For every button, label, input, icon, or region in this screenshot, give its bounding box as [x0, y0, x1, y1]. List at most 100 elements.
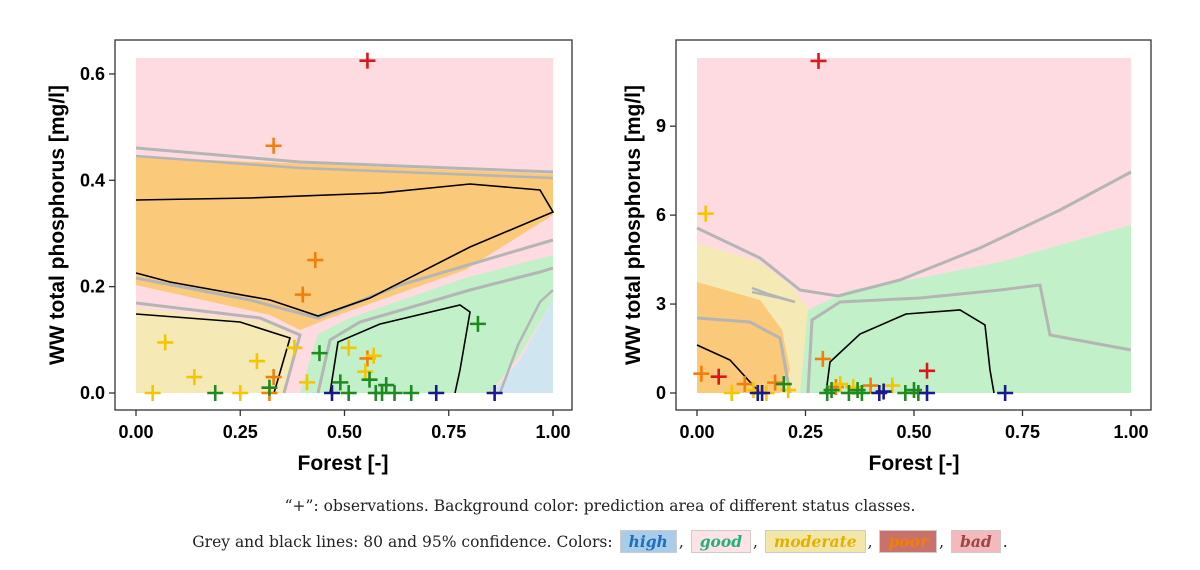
high-observation-mark [486, 385, 503, 401]
good-observation-mark [853, 385, 870, 401]
x-tick-label: 0.25 [788, 422, 823, 442]
moderate-observation-mark [365, 347, 382, 364]
legend-separator: , [678, 533, 684, 551]
poor-observation-mark [736, 376, 753, 393]
legend-separator: , [867, 533, 873, 551]
bad-observation-mark [359, 52, 376, 69]
poor-area [697, 282, 790, 393]
y-tick-label: 0 [656, 383, 666, 403]
axis-ticks: 0.00 0.25 0.50 0.75 1.00 0 3 6 9 [656, 116, 1149, 442]
x-tick-label: 0.00 [118, 422, 153, 442]
moderate-observation-mark [340, 339, 357, 356]
good-observation-mark [332, 374, 349, 391]
grey-80-line [316, 266, 554, 394]
y-tick-label: 0.6 [80, 64, 105, 84]
legend-separator: , [753, 533, 758, 551]
status-legend: high, good, moderate, poor, bad. [618, 530, 1008, 553]
good-observation-mark [386, 385, 403, 401]
high-observation-mark [323, 385, 340, 401]
good-observation-mark [469, 315, 486, 332]
bad-observation-mark [919, 362, 936, 379]
left-chart-panel: 0.00 0.25 0.50 0.75 1.00 0.0 0.2 0.4 0.6 Forest … [46, 39, 573, 475]
high-observation-mark [754, 385, 771, 401]
moderate-observation-mark [286, 339, 303, 356]
grey-80-line [135, 146, 554, 174]
grey-80-line [135, 238, 554, 320]
black-95-line [825, 309, 995, 394]
moderate-observation-mark [248, 353, 265, 370]
y-tick-label: 0.0 [80, 383, 105, 403]
grey-80-line [135, 154, 554, 180]
poor-observation-mark [814, 350, 831, 367]
figure-caption-line-2: Grey and black lines: 80 and 95% confide… [0, 530, 1200, 553]
poor-observation-mark [294, 286, 311, 303]
y-tick-label: 3 [656, 294, 666, 314]
x-tick-label: 1.00 [535, 422, 570, 442]
bad-observation-mark [710, 368, 727, 385]
confidence-lines [135, 146, 555, 394]
x-axis-title: Forest [-] [298, 452, 389, 475]
x-tick-label: 0.50 [896, 422, 931, 442]
good-observation-mark [775, 376, 792, 393]
y-tick-label: 9 [656, 116, 666, 136]
axis-ticks: 0.00 0.25 0.50 0.75 1.00 0.0 0.2 0.4 0.6 [80, 64, 571, 442]
observation-marks [144, 52, 503, 401]
figure: 0.00 0.25 0.50 0.75 1.00 0.0 0.2 0.4 0.6 Forest … [46, 39, 1152, 475]
good-observation-mark [207, 385, 224, 401]
poor-observation-mark [265, 137, 282, 154]
high-observation-mark [428, 385, 445, 401]
y-axis-title: WW total phosphorus [mg/l] [622, 85, 645, 365]
moderate-observation-mark [884, 377, 901, 394]
legend-chip-moderate: moderate [764, 530, 866, 553]
x-tick-label: 1.00 [1113, 422, 1148, 442]
poor-observation-mark [265, 369, 282, 386]
black-95-line [329, 304, 471, 394]
high-observation-mark [997, 385, 1014, 401]
grey-80-line [806, 283, 1132, 394]
good-area [800, 225, 1131, 393]
x-tick-label: 0.75 [1005, 422, 1040, 442]
y-tick-label: 6 [656, 205, 666, 225]
moderate-area [136, 308, 298, 393]
high-observation-mark [919, 385, 936, 401]
black-95-line [135, 183, 555, 317]
x-tick-label: 0.50 [327, 422, 362, 442]
observation-marks [693, 52, 1014, 401]
good-observation-mark [340, 385, 357, 401]
x-tick-label: 0.00 [679, 422, 714, 442]
grey-80-line [696, 316, 792, 394]
legend-separator: , [939, 533, 945, 551]
right-chart-panel: 0.00 0.25 0.50 0.75 1.00 0 3 6 9 Forest [-] WW t… [622, 39, 1152, 475]
black-95-line [696, 344, 761, 394]
moderate-observation-mark [186, 369, 203, 386]
moderate-observation-mark [232, 385, 249, 401]
poor-observation-mark [862, 377, 879, 394]
y-tick-label: 0.4 [80, 170, 105, 190]
moderate-observation-mark [832, 376, 849, 393]
grey-80-line [751, 286, 796, 304]
y-axis-title: WW total phosphorus [mg/l] [46, 85, 69, 365]
good-observation-mark [361, 371, 378, 388]
black-95-line [135, 313, 291, 394]
legend-chip-high: high [619, 530, 677, 553]
moderate-observation-mark [697, 205, 714, 222]
good-observation-mark [823, 382, 840, 399]
y-tick-label: 0.2 [80, 277, 105, 297]
good-observation-mark [378, 377, 395, 394]
confidence-lines [696, 170, 1132, 394]
good-observation-mark [403, 385, 420, 401]
poor-observation-mark [767, 374, 784, 391]
x-tick-label: 0.25 [223, 422, 258, 442]
high-area [492, 300, 553, 393]
x-axis-title: Forest [-] [869, 452, 960, 475]
good-observation-mark [261, 379, 278, 396]
poor-observation-mark [693, 365, 710, 382]
grey-80-line [135, 301, 302, 394]
grey-80-line [498, 289, 554, 394]
legend-chip-poor: poor [879, 530, 938, 553]
poor-area [136, 157, 553, 330]
high-observation-mark [875, 383, 892, 400]
poor-observation-mark [307, 252, 324, 269]
moderate-observation-mark [144, 385, 161, 401]
bad-observation-mark [810, 52, 827, 69]
